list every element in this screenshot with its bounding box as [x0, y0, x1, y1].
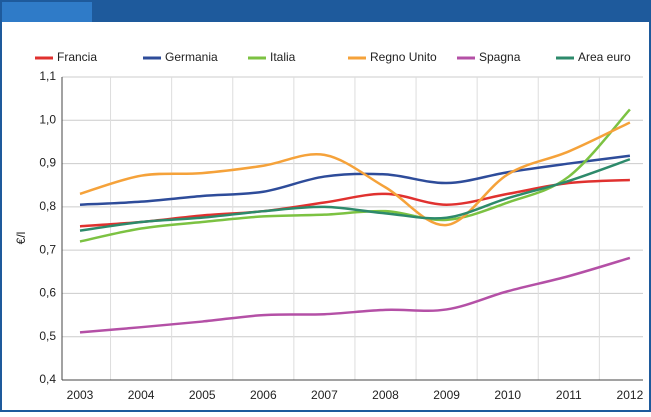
y-tick-label: 1,1 [39, 69, 56, 83]
x-tick-label: 2007 [311, 388, 338, 402]
x-tick-label: 2012 [617, 388, 644, 402]
series-line [79, 154, 631, 206]
x-tick-label: 2005 [189, 388, 216, 402]
y-tick-label: 0,6 [39, 286, 56, 300]
y-tick-label: 0,8 [39, 199, 56, 213]
y-tick-label: 0,4 [39, 372, 56, 386]
header-box [0, 0, 92, 22]
x-tick-label: 2009 [433, 388, 460, 402]
legend-label: Regno Unito [370, 50, 437, 64]
x-tick-label: 2004 [128, 388, 155, 402]
legend-label: Germania [165, 50, 218, 64]
series-line [79, 121, 631, 227]
header-bar [0, 0, 651, 22]
legend-label: Francia [57, 50, 97, 64]
legend-label: Spagna [479, 50, 521, 64]
y-axis-label: €/l [14, 232, 28, 245]
y-tick-label: 0,5 [39, 329, 56, 343]
y-tick-label: 0,9 [39, 156, 56, 170]
series-line [79, 158, 631, 232]
x-tick-label: 2006 [250, 388, 277, 402]
y-tick-label: 1,0 [39, 112, 56, 126]
legend-label: Area euro [578, 50, 631, 64]
x-tick-label: 2003 [67, 388, 94, 402]
x-tick-label: 2008 [372, 388, 399, 402]
x-tick-label: 2010 [494, 388, 521, 402]
legend-label: Italia [270, 50, 296, 64]
x-tick-label: 2011 [556, 388, 582, 402]
series-line [79, 256, 631, 334]
y-tick-label: 0,7 [39, 242, 56, 256]
